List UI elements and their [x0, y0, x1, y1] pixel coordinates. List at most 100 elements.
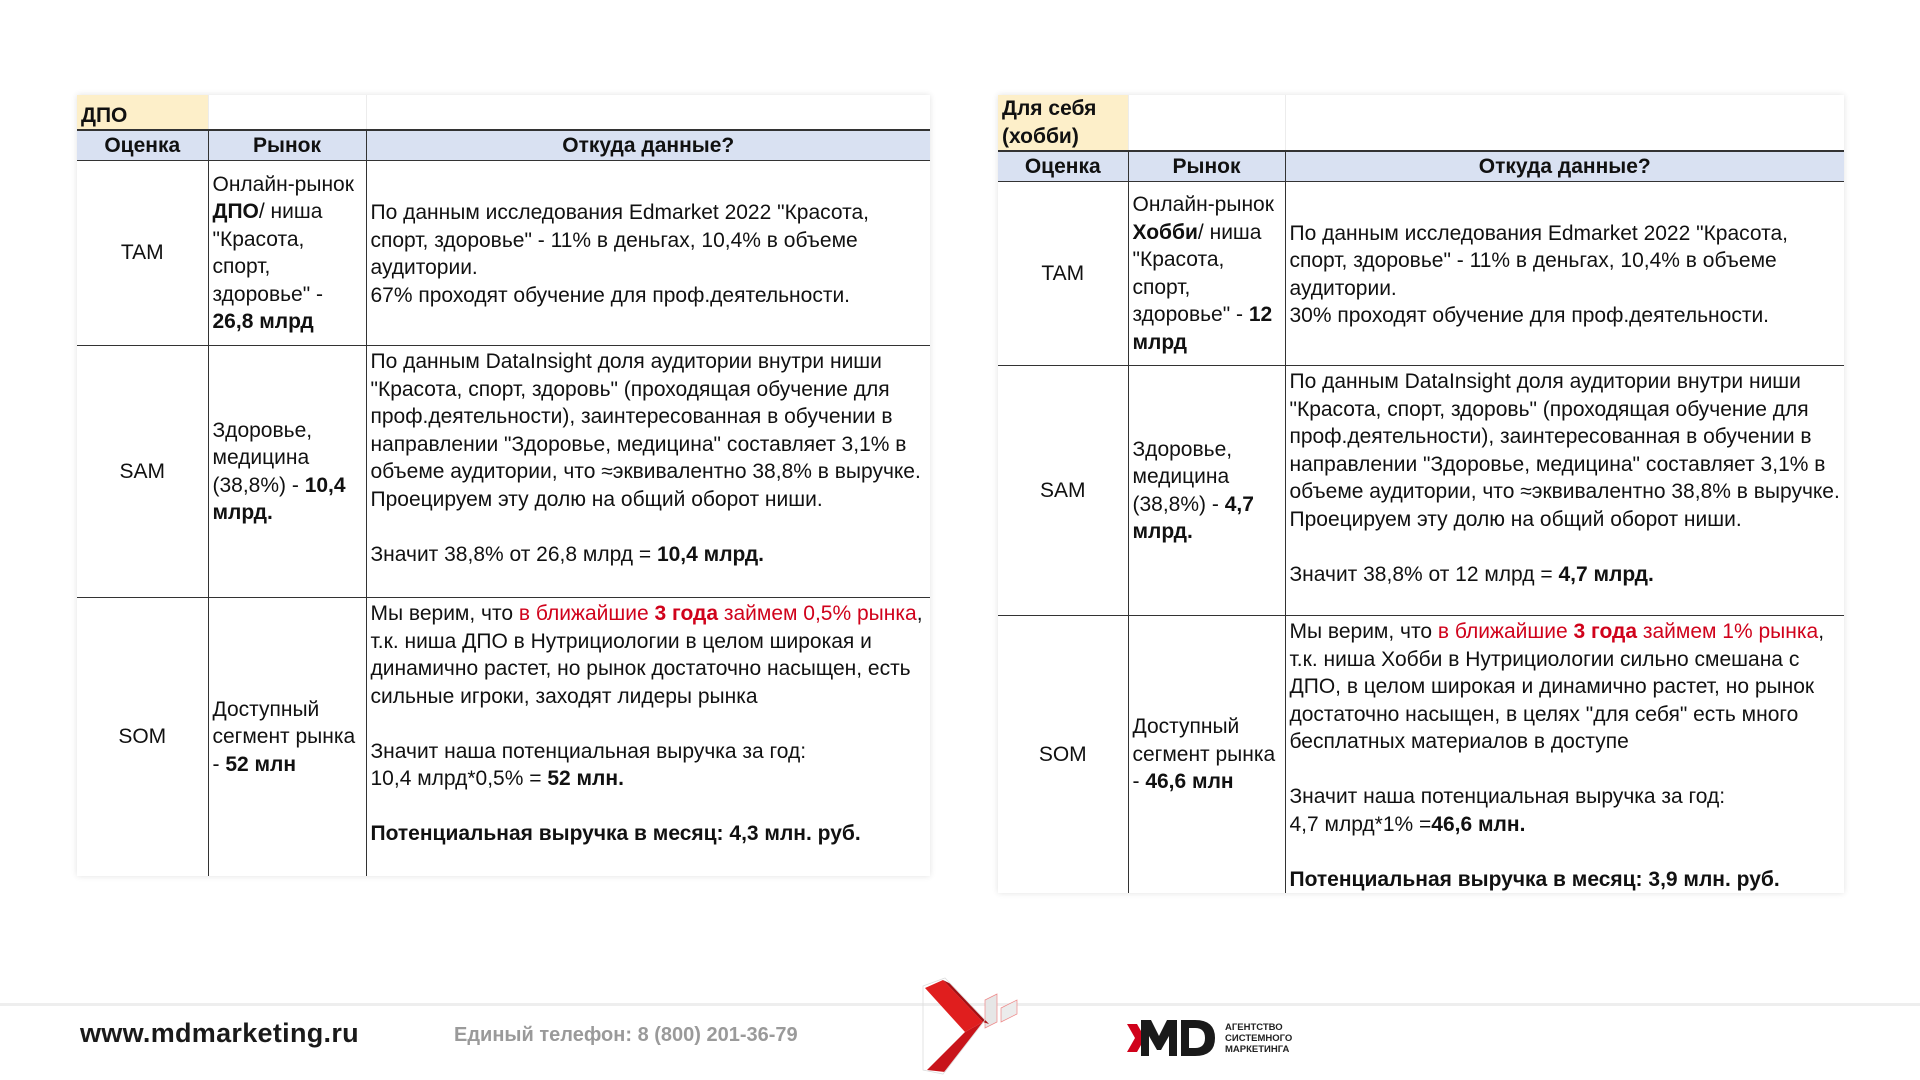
text-segment: 26,8 млрд [212, 310, 314, 333]
text-segment: ДПО [212, 200, 259, 223]
paragraph: Мы верим, что в ближайшие 3 года займем … [371, 600, 927, 710]
source-cell: Мы верим, что в ближайшие 3 года займем … [365, 597, 930, 876]
paragraph: Потенциальная выручка в месяц: 4,3 млн. … [371, 820, 927, 848]
text-segment: 4,7 млрд*1% = [1289, 812, 1432, 836]
estimate-label: SAM [77, 345, 208, 598]
phone-number: Единый телефон: 8 (800) 201-36-79 [454, 1024, 798, 1046]
paragraph [371, 513, 927, 541]
table-row-tam: TAM Онлайн-рынок Хобби/ ниша "Красота, сп… [998, 181, 1844, 366]
dpo-market-table: ДПО Оценка Рынок Откуда данные? TAM Онлайн-ры… [77, 95, 930, 876]
table-title-row: Для себя (хобби) [998, 95, 1844, 151]
text-segment: 10,4 млрд. [656, 542, 765, 566]
table-row-sam: SAM Здоровье, медицина (38,8%) - 4,7 млрд… [998, 365, 1844, 616]
text-segment: 46,6 млн [1145, 770, 1234, 794]
table-row-som: SOM Доступный сегмент рынка - 52 млн Мы ве… [77, 597, 930, 876]
source-cell: По данным DataInsight доля аудитории вну… [365, 345, 930, 598]
highlight-text: займем 0,5% рынка [718, 602, 917, 625]
text-segment: По данным DataInsight доля аудитории вну… [370, 350, 921, 511]
text-segment: Здоровье, медицина (38,8%) - [212, 418, 313, 497]
empty-cell [365, 95, 930, 130]
market-cell: Здоровье, медицина (38,8%) - 4,7 млрд. [1127, 365, 1285, 616]
market-cell: Здоровье, медицина (38,8%) - 10,4 млрд. [207, 345, 366, 598]
logo-text-line: МАРКЕТИНГА [1225, 1043, 1290, 1055]
paragraph: По данным DataInsight доля аудитории вну… [1290, 368, 1841, 533]
estimate-label: TAM [998, 181, 1128, 366]
text-segment: По данным исследования Edmarket 2022 "Кр… [1289, 221, 1789, 300]
text-segment: / ниша "Красота, спорт, здоровье" - [212, 200, 324, 306]
text-segment: , т.к. ниша ДПО в Нутрициологии в целом … [370, 602, 923, 708]
paragraph [371, 793, 927, 821]
market-cell: Онлайн-рынок ДПО/ ниша "Красота, спорт, … [207, 160, 366, 346]
text-segment: 46,6 млн. [1431, 812, 1526, 836]
paragraph: Значит 38,8% от 26,8 млрд = 10,4 млрд. [371, 541, 927, 569]
text-segment: 52 млн [225, 752, 297, 776]
text-segment: , т.к. ниша Хобби в Нутрициологии сильно… [1289, 620, 1825, 753]
estimate-label: SOM [118, 725, 167, 748]
paragraph: Значит наша потенциальная выручка за год… [1290, 783, 1841, 811]
estimate-label: TAM [77, 160, 208, 346]
header-source: Откуда данные? [365, 129, 930, 161]
estimate-label: SOM [1038, 742, 1087, 766]
market-cell: Онлайн-рынок Хобби/ ниша "Красота, спорт… [1127, 181, 1285, 366]
source-cell: По данным исследования Edmarket 2022 "Кр… [365, 160, 930, 346]
paragraph [371, 710, 927, 738]
table-row-sam: SAM Здоровье, медицина (38,8%) - 10,4 млр… [77, 345, 930, 598]
text-segment: Онлайн-рынок [212, 172, 354, 196]
paragraph: По данным исследования Edmarket 2022 "Кр… [371, 199, 927, 282]
paragraph: 30% проходят обучение для проф.деятельно… [1290, 302, 1841, 330]
md-logo-icon [1127, 1020, 1215, 1056]
text-segment: 52 млн. [547, 767, 624, 790]
paragraph: 10,4 млрд*0,5% = 52 млн. [371, 765, 927, 793]
text-segment: Здоровье, медицина (38,8%) - [1132, 437, 1233, 516]
text-segment: 4,7 млрд. [1558, 562, 1654, 586]
paragraph: 67% проходят обучение для проф.деятельно… [371, 282, 927, 310]
text-segment: 12 млрд [1132, 303, 1273, 354]
paragraph: Онлайн-рынок Хобби/ ниша "Красота, спорт… [1133, 191, 1281, 356]
table-title-row: ДПО [77, 95, 930, 130]
empty-cell [1284, 95, 1844, 151]
logo-text-line: СИСТЕМНОГО [1225, 1032, 1293, 1044]
table-title: ДПО [77, 95, 208, 130]
table-row-tam: TAM Онлайн-рынок ДПО/ ниша "Красота, спор… [77, 160, 930, 346]
paragraph [1290, 756, 1841, 784]
text-segment: Значит 38,8% от 12 млрд = [1289, 562, 1559, 586]
md-logo-text: АГЕНТСТВО СИСТЕМНОГО МАРКЕТИНГА [1225, 1022, 1292, 1055]
text-segment: Хобби [1132, 220, 1198, 244]
market-cell: Доступный сегмент рынка - 46,6 млн [1127, 615, 1285, 893]
highlight-text: 3 года [1573, 620, 1638, 643]
empty-cell [207, 95, 366, 130]
highlight-text: в ближайшие [518, 602, 655, 625]
header-source: Откуда данные? [1284, 150, 1844, 182]
source-cell: По данным исследования Edmarket 2022 "Кр… [1284, 181, 1844, 366]
text-segment: 4,7 млрд. [1132, 492, 1254, 544]
text-segment: Доступный сегмент рынка - [1132, 715, 1276, 794]
text-segment: По данным DataInsight доля аудитории вну… [1289, 370, 1840, 531]
website-link[interactable]: www.mdmarketing.ru [80, 1018, 359, 1048]
text-segment: Потенциальная выручка в месяц: 3,9 млн. … [1289, 867, 1780, 891]
paragraph: Значит наша потенциальная выручка за год… [371, 738, 927, 766]
text-segment: Значит 38,8% от 26,8 млрд = [370, 542, 657, 566]
header-row: Оценка Рынок Откуда данные? [998, 150, 1844, 182]
header-estimate: Оценка [77, 129, 208, 161]
header-market: Рынок [207, 129, 366, 161]
estimate-label: SAM [998, 365, 1128, 616]
market-cell: Доступный сегмент рынка - 52 млн [207, 597, 366, 876]
highlight-text: займем 1% рынка [1637, 620, 1819, 643]
text-segment: / ниша "Красота, спорт, здоровье" - [1132, 220, 1262, 327]
source-cell: По данным DataInsight доля аудитории вну… [1284, 365, 1844, 616]
paragraph: 4,7 млрд*1% =46,6 млн. [1290, 811, 1841, 839]
paragraph: По данным DataInsight доля аудитории вну… [371, 348, 927, 513]
paragraph: Потенциальная выручка в месяц: 3,9 млн. … [1290, 866, 1841, 894]
text-segment: По данным исследования Edmarket 2022 "Кр… [370, 201, 870, 279]
paragraph [1290, 838, 1841, 866]
empty-cell [1127, 95, 1285, 151]
text-segment: Значит наша потенциальная выручка за год… [1289, 785, 1726, 808]
3d-chevron-logo [922, 977, 1018, 1075]
text-segment: Мы верим, что [1289, 620, 1438, 643]
text-segment: Доступный сегмент рынка - [212, 697, 356, 776]
table-row-som: SOM Доступный сегмент рынка - 46,6 млн Мы … [998, 615, 1844, 894]
paragraph: Мы верим, что в ближайшие 3 года займем … [1290, 618, 1841, 756]
text-segment: 10,4 млрд. [212, 473, 346, 525]
paragraph: По данным исследования Edmarket 2022 "Кр… [1290, 220, 1841, 303]
header-row: Оценка Рынок Откуда данные? [77, 129, 930, 161]
